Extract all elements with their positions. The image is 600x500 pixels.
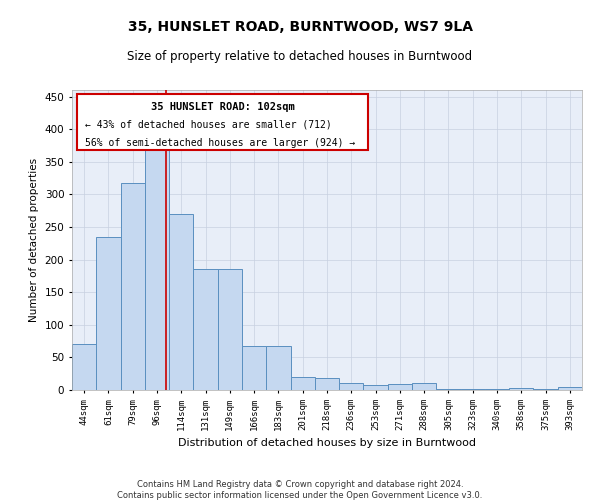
X-axis label: Distribution of detached houses by size in Burntwood: Distribution of detached houses by size … — [178, 438, 476, 448]
Bar — [121, 184, 145, 390]
Bar — [315, 378, 339, 390]
Bar — [364, 386, 388, 390]
Bar — [412, 384, 436, 390]
Text: Contains HM Land Registry data © Crown copyright and database right 2024.: Contains HM Land Registry data © Crown c… — [137, 480, 463, 489]
Text: ← 43% of detached houses are smaller (712): ← 43% of detached houses are smaller (71… — [85, 120, 331, 130]
Bar — [266, 346, 290, 390]
Bar — [169, 214, 193, 390]
Bar — [339, 384, 364, 390]
Bar — [509, 388, 533, 390]
Text: Size of property relative to detached houses in Burntwood: Size of property relative to detached ho… — [127, 50, 473, 63]
Bar — [242, 346, 266, 390]
Bar — [218, 270, 242, 390]
Text: 35, HUNSLET ROAD, BURNTWOOD, WS7 9LA: 35, HUNSLET ROAD, BURNTWOOD, WS7 9LA — [128, 20, 473, 34]
Y-axis label: Number of detached properties: Number of detached properties — [29, 158, 39, 322]
Text: Contains public sector information licensed under the Open Government Licence v3: Contains public sector information licen… — [118, 491, 482, 500]
Text: 56% of semi-detached houses are larger (924) →: 56% of semi-detached houses are larger (… — [85, 138, 355, 148]
FancyBboxPatch shape — [77, 94, 368, 150]
Bar — [558, 388, 582, 390]
Bar — [193, 270, 218, 390]
Bar — [72, 344, 96, 390]
Bar — [96, 236, 121, 390]
Bar — [388, 384, 412, 390]
Text: 35 HUNSLET ROAD: 102sqm: 35 HUNSLET ROAD: 102sqm — [151, 102, 295, 112]
Bar — [290, 377, 315, 390]
Bar — [145, 148, 169, 390]
